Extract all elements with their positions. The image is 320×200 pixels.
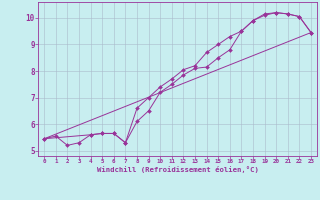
X-axis label: Windchill (Refroidissement éolien,°C): Windchill (Refroidissement éolien,°C) — [97, 166, 259, 173]
